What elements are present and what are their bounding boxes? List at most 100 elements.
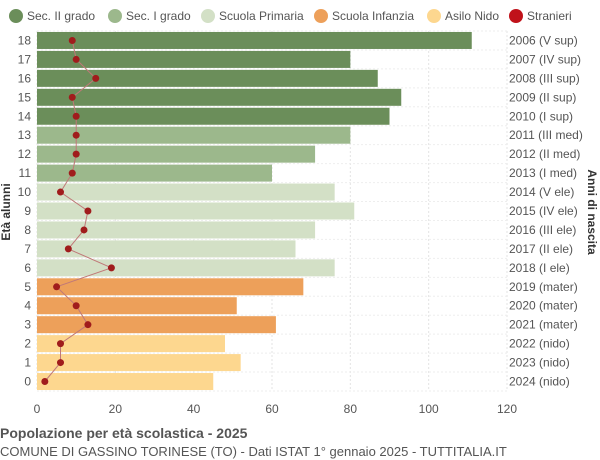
bar-age-3 xyxy=(37,316,276,334)
year-label-9: 2015 (IV ele) xyxy=(509,204,578,218)
y-axis-left-title: Età alunni xyxy=(0,183,13,240)
x-tick-100: 100 xyxy=(419,402,439,416)
bar-age-18 xyxy=(37,31,472,49)
legend-swatch-3 xyxy=(314,9,328,23)
year-label-11: 2013 (I med) xyxy=(509,166,577,180)
age-label-18: 18 xyxy=(18,33,32,47)
stranieri-point-8 xyxy=(80,226,88,234)
y-axis-right: 2006 (V sup) 2007 (IV sup) 2008 (III sup) 2… xyxy=(509,33,583,388)
stranieri-point-17 xyxy=(72,55,80,63)
stranieri-point-16 xyxy=(92,74,100,82)
bar-age-12 xyxy=(37,145,316,163)
legend-swatch-0 xyxy=(9,9,23,23)
bar-age-8 xyxy=(37,221,316,239)
bar-age-11 xyxy=(37,164,272,182)
year-label-5: 2019 (mater) xyxy=(509,280,578,294)
year-label-10: 2014 (V ele) xyxy=(509,185,574,199)
year-label-15: 2009 (II sup) xyxy=(509,90,576,104)
bars xyxy=(37,31,472,391)
y-axis-right-title: Anni di nascita xyxy=(585,169,599,255)
legend-label-5: Stranieri xyxy=(527,9,572,23)
stranieri-point-18 xyxy=(68,36,76,44)
stranieri-point-14 xyxy=(72,112,80,120)
x-tick-60: 60 xyxy=(265,402,279,416)
x-tick-80: 80 xyxy=(344,402,358,416)
legend-label-2: Scuola Primaria xyxy=(219,9,304,23)
year-label-12: 2012 (II med) xyxy=(509,147,580,161)
stranieri-point-15 xyxy=(68,93,76,101)
stranieri-point-7 xyxy=(64,245,72,253)
bar-age-14 xyxy=(37,107,390,125)
age-label-5: 5 xyxy=(24,280,31,294)
stranieri-point-1 xyxy=(57,359,64,367)
x-tick-0: 0 xyxy=(34,402,41,416)
stranieri-point-11 xyxy=(68,169,76,177)
age-label-7: 7 xyxy=(24,242,31,256)
stranieri-point-12 xyxy=(72,150,80,158)
age-label-16: 16 xyxy=(18,71,32,85)
bar-age-15 xyxy=(37,88,402,106)
bar-age-0 xyxy=(37,373,214,391)
legend: Sec. II grado Sec. I grado Scuola Primaria… xyxy=(9,9,572,23)
year-label-14: 2010 (I sup) xyxy=(509,109,573,123)
legend-swatch-2 xyxy=(201,9,215,23)
legend-swatch-1 xyxy=(108,9,122,23)
stranieri-points xyxy=(41,36,115,386)
age-label-1: 1 xyxy=(24,356,31,370)
legend-label-4: Asilo Nido xyxy=(445,9,499,23)
legend-label-0: Sec. II grado xyxy=(27,9,95,23)
age-label-3: 3 xyxy=(24,318,31,332)
bar-age-2 xyxy=(37,335,225,353)
stranieri-point-13 xyxy=(72,131,80,139)
stranieri-point-4 xyxy=(72,302,80,310)
bar-age-16 xyxy=(37,69,378,87)
year-label-1: 2023 (nido) xyxy=(509,356,570,370)
year-label-0: 2024 (nido) xyxy=(509,375,570,389)
age-label-0: 0 xyxy=(24,375,31,389)
stranieri-point-9 xyxy=(84,207,92,215)
bar-age-5 xyxy=(37,278,304,296)
year-label-3: 2021 (mater) xyxy=(509,318,578,332)
age-label-10: 10 xyxy=(18,185,32,199)
year-label-6: 2018 (I ele) xyxy=(509,261,570,275)
legend-swatch-4 xyxy=(427,9,441,23)
bar-age-9 xyxy=(37,202,355,220)
bar-age-4 xyxy=(37,297,237,315)
year-label-18: 2006 (V sup) xyxy=(509,33,578,47)
year-label-2: 2022 (nido) xyxy=(509,337,570,351)
stranieri-point-5 xyxy=(53,283,61,291)
bar-age-10 xyxy=(37,183,335,201)
age-label-4: 4 xyxy=(24,299,31,313)
stranieri-point-2 xyxy=(57,340,64,348)
chart-subtitle: COMUNE DI GASSINO TORINESE (TO) - Dati I… xyxy=(0,444,507,459)
legend-swatch-5 xyxy=(509,9,523,23)
stranieri-point-10 xyxy=(57,188,64,196)
x-tick-40: 40 xyxy=(187,402,201,416)
x-tick-120: 120 xyxy=(497,402,517,416)
chart-title: Popolazione per età scolastica - 2025 xyxy=(0,425,248,441)
age-label-15: 15 xyxy=(18,90,32,104)
age-label-12: 12 xyxy=(18,147,32,161)
bar-age-1 xyxy=(37,354,241,372)
x-axis: 0 20 40 60 80 100 120 xyxy=(34,402,518,416)
age-label-14: 14 xyxy=(18,109,32,123)
age-label-9: 9 xyxy=(24,204,31,218)
stranieri-point-3 xyxy=(84,321,92,329)
x-tick-20: 20 xyxy=(109,402,123,416)
stranieri-point-6 xyxy=(107,264,115,272)
year-label-7: 2017 (II ele) xyxy=(509,242,573,256)
year-label-8: 2016 (III ele) xyxy=(509,223,576,237)
age-label-2: 2 xyxy=(24,337,31,351)
age-label-17: 17 xyxy=(18,52,32,66)
year-label-4: 2020 (mater) xyxy=(509,299,578,313)
legend-label-3: Scuola Infanzia xyxy=(332,9,414,23)
bar-age-17 xyxy=(37,50,351,68)
age-label-13: 13 xyxy=(18,128,32,142)
bar-age-13 xyxy=(37,126,351,144)
legend-label-1: Sec. I grado xyxy=(126,9,191,23)
year-label-16: 2008 (III sup) xyxy=(509,71,580,85)
age-label-8: 8 xyxy=(24,223,31,237)
stranieri-point-0 xyxy=(41,378,49,386)
